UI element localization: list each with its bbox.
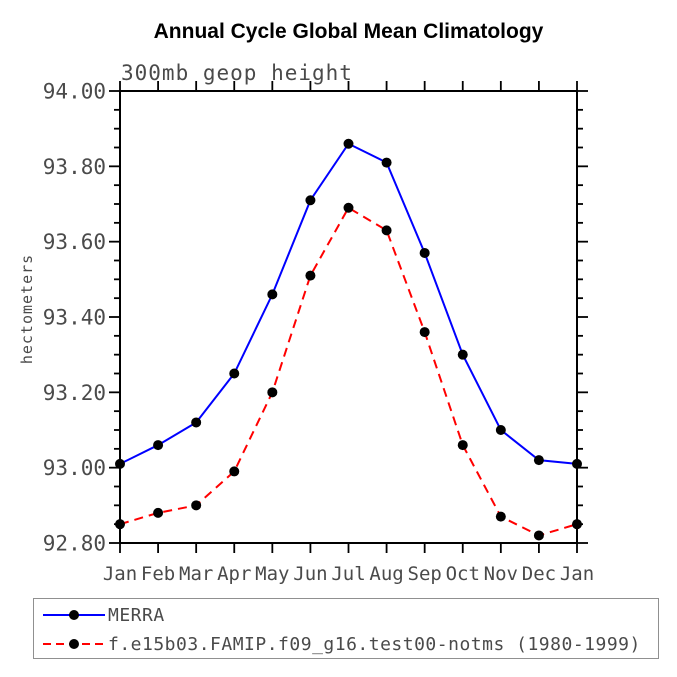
svg-text:Jun: Jun — [293, 563, 327, 585]
plot-border — [119, 90, 578, 544]
legend-item-merra: MERRA — [42, 604, 165, 626]
svg-text:93.00: 93.00 — [43, 456, 106, 480]
svg-text:Jan: Jan — [560, 563, 594, 585]
x-tick-labels: Jan Feb Mar Apr May Jun Jul Aug Sep Oct Nov Dec Jan — [103, 563, 594, 585]
svg-text:93.60: 93.60 — [43, 230, 106, 254]
y-tick-labels: 92.80 93.00 93.20 93.40 93.60 93.80 94.00 — [43, 80, 106, 556]
series-line-1 — [119, 206, 578, 537]
chart-subtitle: 300mb geop height — [121, 61, 353, 85]
series-markers-1 — [115, 202, 582, 541]
series-line-0 — [119, 142, 578, 465]
svg-text:93.40: 93.40 — [43, 306, 106, 330]
axis-ticks — [109, 81, 588, 553]
legend-line-sample-solid — [43, 610, 105, 620]
svg-text:Nov: Nov — [484, 563, 518, 585]
legend-label-model: f.e15b03.FAMIP.f09_g16.test00-notms (198… — [108, 633, 641, 655]
svg-text:94.00: 94.00 — [43, 80, 106, 104]
svg-text:Aug: Aug — [369, 563, 403, 585]
chart-title: Annual Cycle Global Mean Climatology — [153, 20, 544, 43]
svg-text:Oct: Oct — [446, 563, 480, 585]
legend-item-model: f.e15b03.FAMIP.f09_g16.test00-notms (198… — [42, 633, 641, 655]
svg-text:Sep: Sep — [408, 563, 442, 585]
svg-text:Dec: Dec — [522, 563, 556, 585]
legend-line-sample-dashed — [43, 639, 105, 649]
svg-text:92.80: 92.80 — [43, 532, 106, 556]
svg-text:Feb: Feb — [141, 563, 175, 585]
svg-text:Mar: Mar — [179, 563, 213, 585]
legend: MERRA f.e15b03.FAMIP.f09_g16.test00-notm… — [33, 598, 659, 659]
svg-text:Jul: Jul — [331, 563, 365, 585]
svg-text:93.80: 93.80 — [43, 155, 106, 179]
series-markers-0 — [115, 138, 582, 469]
svg-text:93.20: 93.20 — [43, 381, 106, 405]
legend-label-merra: MERRA — [108, 604, 165, 626]
svg-text:May: May — [255, 563, 289, 585]
svg-text:Jan: Jan — [103, 563, 137, 585]
svg-text:Apr: Apr — [217, 563, 251, 585]
